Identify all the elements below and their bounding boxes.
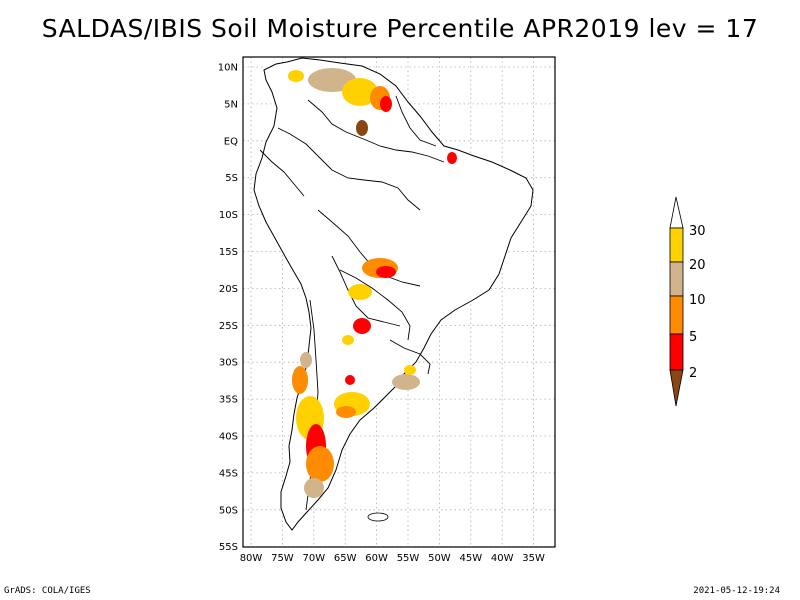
longitude-tick-label: 75W [271,553,294,564]
latitude-tick-label: 5S [225,173,238,184]
colorbar-label-20: 20 [689,258,706,273]
latitude-labels: 10N 5N EQ 5S 10S 15S 20S 25S 30S 35S 40S 45S 50S 55S [218,63,238,554]
longitude-tick-label: 35W [522,553,545,564]
latitude-tick-label: 40S [219,432,238,443]
colorbar-bottom-arrow [669,369,684,407]
soil-moisture-anomalies [288,68,457,498]
longitude-tick-label: 45W [459,553,482,564]
falkland-islands [367,512,389,522]
longitude-tick-label: 65W [334,553,357,564]
latitude-tick-label: EQ [224,136,238,147]
colorbar-label-30: 30 [689,224,706,239]
latitude-tick-label: 30S [219,358,238,369]
map-title: SALDAS/IBIS Soil Moisture Percentile APR… [41,14,759,43]
colorbar-segment-10-20 [669,261,684,297]
latitude-tick-label: 55S [219,542,238,553]
latitude-tick-label: 10N [218,63,238,74]
latitude-tick-label: 5N [224,99,238,110]
longitude-tick-label: 50W [428,553,451,564]
colorbar-label-10: 10 [689,293,706,308]
footer-credit: GrADS: COLA/IGES [4,586,91,596]
latitude-tick-label: 10S [219,210,238,221]
colorbar-label-5: 5 [689,330,697,345]
map-frame [242,56,556,548]
longitude-tick-label: 80W [240,553,263,564]
longitude-tick-label: 60W [365,553,388,564]
map-area [253,57,534,531]
longitude-labels: 80W 75W 70W 65W 60W 55W 50W 45W 40W 35W [240,553,545,564]
footer-timestamp: 2021-05-12-19:24 [693,586,780,596]
colorbar-segment-5-10 [669,295,684,335]
south-america-coastline [253,57,534,531]
longitude-tick-label: 70W [302,553,325,564]
longitude-tick-label: 55W [397,553,420,564]
colorbar-segment-2-5 [669,333,684,371]
latitude-tick-label: 15S [219,247,238,258]
colorbar-segment-20-30 [669,227,684,263]
longitude-tick-label: 40W [491,553,514,564]
colorbar-top-arrow [669,196,684,229]
latitude-tick-label: 45S [219,468,238,479]
latitude-tick-label: 35S [219,395,238,406]
latitude-tick-label: 50S [219,505,238,516]
colorbar-label-2: 2 [689,366,697,381]
colorbar: 30 20 10 5 2 [669,196,706,407]
latitude-tick-label: 20S [219,284,238,295]
latitude-tick-label: 25S [219,321,238,332]
